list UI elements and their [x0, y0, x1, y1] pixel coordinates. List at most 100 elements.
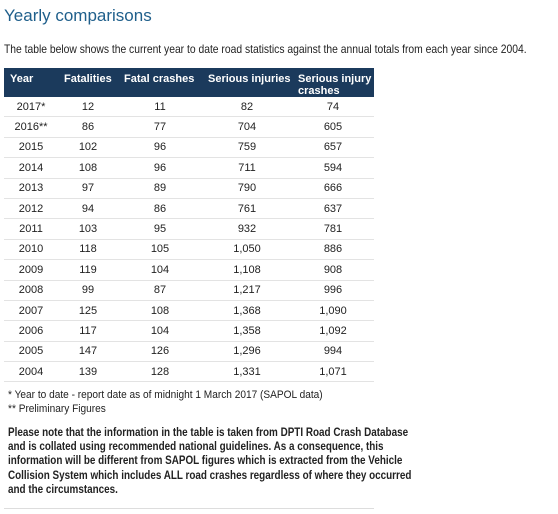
table-row: 2010 118 105 1,050 886 — [4, 239, 374, 261]
table-cell: 89 — [118, 178, 202, 199]
footnote: * Year to date - report date as of midni… — [8, 389, 323, 401]
table-cell: 96 — [118, 157, 202, 179]
table-row: 2015 102 96 759 657 — [4, 137, 374, 159]
table-cell: 82 — [202, 97, 292, 118]
header-row: Year Fatalities Fatal crashes Serious injur… — [4, 68, 374, 97]
table-cell: 2016** — [4, 116, 58, 138]
table-cell: 781 — [292, 218, 374, 240]
table-cell: 77 — [118, 116, 202, 138]
column-header: Fatalities — [58, 68, 118, 97]
table-row: 2012 94 86 761 637 — [4, 198, 374, 220]
table-cell: 95 — [118, 218, 202, 240]
table-cell: 74 — [292, 97, 374, 118]
table-cell: 108 — [58, 157, 118, 179]
table-cell: 594 — [292, 157, 374, 179]
note-line: and is collated using recommended nation… — [8, 441, 384, 454]
table-cell: 711 — [202, 157, 292, 179]
table-cell: 119 — [58, 259, 118, 281]
table-cell: 605 — [292, 116, 374, 138]
table-cell: 2007 — [4, 300, 58, 322]
table-cell: 886 — [292, 239, 374, 261]
table-cell: 932 — [202, 218, 292, 240]
table-cell: 704 — [202, 116, 292, 138]
table-cell: 102 — [58, 137, 118, 159]
column-header: Serious injuries — [202, 68, 292, 97]
table-row: 2004 139 128 1,331 1,071 — [4, 361, 374, 383]
divider — [4, 508, 374, 509]
table-cell: 1,368 — [202, 300, 292, 322]
table-row: 2006 117 104 1,358 1,092 — [4, 320, 374, 342]
table-cell: 105 — [118, 239, 202, 261]
column-header: Fatal crashes — [118, 68, 202, 97]
table-cell: 908 — [292, 259, 374, 281]
table-cell: 128 — [118, 361, 202, 383]
intro: The table below shows the current year t… — [4, 42, 527, 56]
table-cell: 103 — [58, 218, 118, 240]
table-cell: 761 — [202, 198, 292, 220]
table-cell: 97 — [58, 178, 118, 199]
table-cell: 104 — [118, 320, 202, 342]
table-row: 2013 97 89 790 666 — [4, 178, 374, 199]
column-header: Year — [4, 68, 58, 97]
table-cell: 2012 — [4, 198, 58, 220]
table-cell: 1,090 — [292, 300, 374, 322]
table: Year Fatalities Fatal crashes Serious injur… — [4, 68, 374, 383]
table-cell: 2011 — [4, 218, 58, 240]
note-line: and the circumstances. — [8, 483, 118, 496]
table-cell: 2005 — [4, 341, 58, 363]
table-cell: 790 — [202, 178, 292, 199]
table-cell: 94 — [58, 198, 118, 220]
table-cell: 1,296 — [202, 341, 292, 363]
table-row: 2008 99 87 1,217 996 — [4, 280, 374, 301]
table-cell: 139 — [58, 361, 118, 383]
table-cell: 1,108 — [202, 259, 292, 281]
table-cell: 96 — [118, 137, 202, 159]
table-row: 2014 108 96 711 594 — [4, 157, 374, 179]
table-cell: 666 — [292, 178, 374, 199]
table-cell: 759 — [202, 137, 292, 159]
table-cell: 2008 — [4, 280, 58, 301]
table-cell: 2015 — [4, 137, 58, 159]
table-cell: 12 — [58, 97, 118, 118]
table-cell: 1,331 — [202, 361, 292, 383]
table-cell: 2009 — [4, 259, 58, 281]
table-cell: 86 — [58, 116, 118, 138]
table-cell: 2013 — [4, 178, 58, 199]
footnote: ** Preliminary Figures — [8, 403, 106, 415]
table-row: 2007 125 108 1,368 1,090 — [4, 300, 374, 322]
table-cell: 108 — [118, 300, 202, 322]
table-row: 2017* 12 11 82 74 — [4, 97, 374, 118]
table-cell: 11 — [118, 97, 202, 118]
table-cell: 994 — [292, 341, 374, 363]
table-cell: 2006 — [4, 320, 58, 342]
table-cell: 117 — [58, 320, 118, 342]
note-line: information will be different from SAPOL… — [8, 455, 403, 468]
table-cell: 2010 — [4, 239, 58, 261]
table-cell: 637 — [292, 198, 374, 220]
table-cell: 104 — [118, 259, 202, 281]
table-cell: 1,071 — [292, 361, 374, 383]
table-cell: 2017* — [4, 97, 58, 118]
table-cell: 657 — [292, 137, 374, 159]
table-body: 2017* 12 11 82 74 2016** 86 77 704 605 2015 102 96 75… — [4, 97, 374, 383]
table-cell: 996 — [292, 280, 374, 301]
title: Yearly comparisons — [4, 6, 152, 25]
table-cell: 87 — [118, 280, 202, 301]
table-row: 2011 103 95 932 781 — [4, 218, 374, 240]
table-cell: 2014 — [4, 157, 58, 179]
table-row: 2009 119 104 1,108 908 — [4, 259, 374, 281]
column-header: Serious injury crashes — [292, 68, 374, 97]
note-line: Collision System which includes ALL road… — [8, 469, 412, 482]
table-cell: 2004 — [4, 361, 58, 383]
table-cell: 1,092 — [292, 320, 374, 342]
table-row: 2016** 86 77 704 605 — [4, 116, 374, 138]
table-cell: 147 — [58, 341, 118, 363]
table-cell: 1,217 — [202, 280, 292, 301]
table-cell: 86 — [118, 198, 202, 220]
table-cell: 99 — [58, 280, 118, 301]
table-cell: 118 — [58, 239, 118, 261]
table-cell: 1,358 — [202, 320, 292, 342]
note-line: Please note that the information in the … — [8, 427, 409, 439]
table-cell: 126 — [118, 341, 202, 363]
